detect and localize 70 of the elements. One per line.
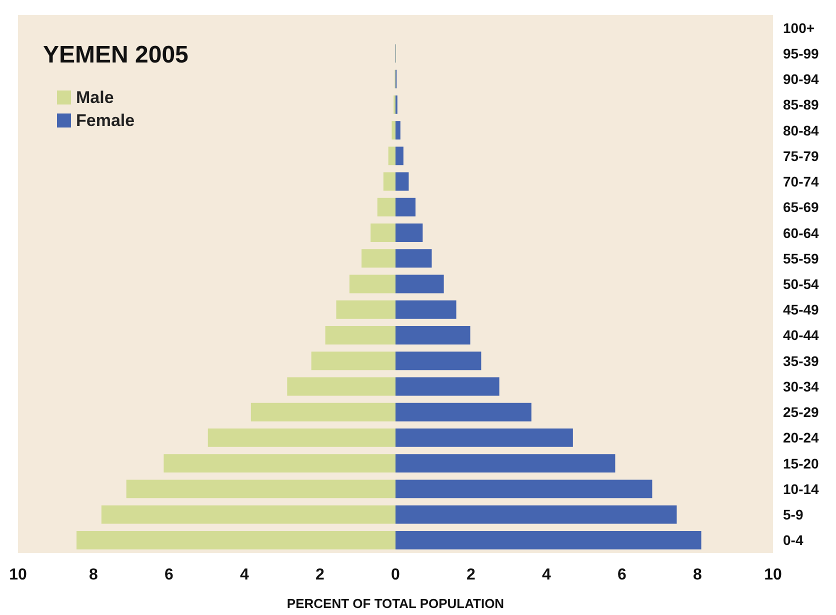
x-tick-label: 4 [542,566,552,584]
bar [396,121,400,140]
bar [164,454,396,473]
bar [396,454,616,473]
bar [396,224,423,242]
y-tick-label: 0-4 [783,532,804,548]
x-tick-label: 10 [764,566,782,584]
legend-label: Male [76,88,114,107]
bar [396,146,404,166]
bar [388,146,396,166]
x-tick-label: 6 [164,566,174,584]
y-tick-label: 85-89 [783,96,820,113]
y-tick-label: 30-34 [783,378,820,394]
bar [396,198,416,216]
y-tick-label: 90-94 [783,71,820,88]
x-tick-label: 2 [316,566,325,584]
y-tick-label: 15-20 [783,455,820,472]
bar [396,300,456,319]
bar [336,300,396,319]
bar [287,377,396,396]
x-tick-label: 10 [9,566,27,584]
y-tick-label: 70-74 [783,174,820,190]
bar [396,172,409,191]
bar [396,480,652,498]
bar [396,402,532,422]
bar [396,377,500,396]
legend-label: Female [76,111,135,130]
bar [396,530,702,550]
x-axis-title: PERCENT OF TOTAL POPULATION [286,596,504,611]
bar [325,326,396,344]
bar [396,274,444,294]
x-tick-label: 8 [693,566,702,584]
bar [396,505,677,524]
y-tick-label: 80-84 [783,122,820,138]
bar [250,402,396,422]
y-tick-label: 60-64 [783,224,820,241]
bar [370,224,396,242]
bar [396,352,482,370]
y-tick-label: 25-29 [783,404,820,420]
bar [396,249,432,268]
y-tick-label: 65-69 [783,199,820,216]
y-tick-label: 40-44 [783,327,820,344]
x-tick-label: 2 [466,566,476,584]
y-tick-label: 100+ [783,20,815,36]
x-tick-label: 6 [618,566,627,584]
bar [208,428,396,447]
text: YEMEN 2005 [43,42,188,68]
bar [349,274,396,294]
x-tick-label: 8 [89,566,98,584]
y-tick-label: 35-39 [783,352,820,369]
y-tick-label: 10-14 [783,480,820,497]
y-tick-label: 75-79 [783,148,820,164]
bar [383,172,396,191]
y-tick-label: 5-9 [783,506,804,523]
y-tick-label: 20-24 [783,430,820,446]
y-tick-label: 45-49 [783,302,820,318]
y-tick-label: 50-54 [783,276,820,292]
bar [311,352,396,370]
x-tick-label: 0 [391,566,400,584]
bar [362,249,396,268]
bar [101,505,396,524]
bar [392,121,396,140]
bar [396,428,573,447]
bar [126,480,396,498]
bar [76,530,396,550]
x-tick-label: 4 [240,566,250,584]
y-tick-label: 55-59 [783,250,820,266]
y-tick-label: 95-99 [783,45,820,62]
bar [396,326,470,344]
bar [377,198,396,216]
